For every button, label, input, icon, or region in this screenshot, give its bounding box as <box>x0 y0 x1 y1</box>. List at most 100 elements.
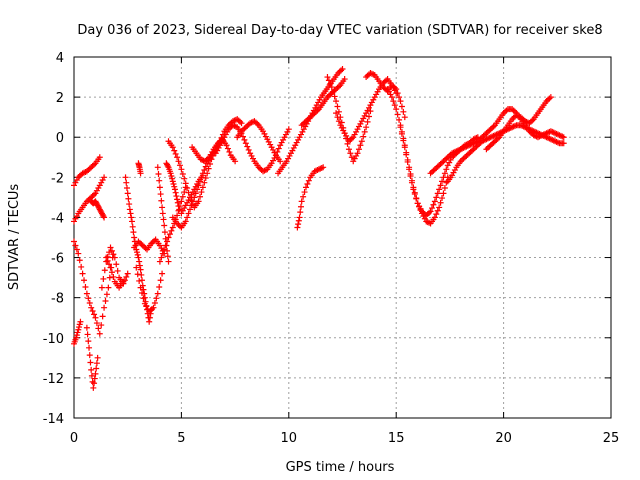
data-point <box>73 332 80 339</box>
series-track-8 <box>103 254 127 291</box>
data-point <box>407 172 414 179</box>
data-point <box>110 273 117 280</box>
data-point <box>294 224 301 231</box>
data-point <box>361 128 368 135</box>
data-point <box>159 270 166 277</box>
data-point <box>403 151 410 158</box>
data-point <box>188 202 195 209</box>
data-point <box>106 249 113 256</box>
data-point <box>88 366 95 373</box>
data-point <box>327 80 334 87</box>
data-point <box>201 166 208 173</box>
data-point <box>397 98 404 105</box>
data-point <box>178 198 185 205</box>
data-point <box>300 193 307 200</box>
data-point <box>106 261 113 268</box>
data-point <box>390 98 397 105</box>
data-point <box>334 114 341 121</box>
data-point <box>81 277 88 284</box>
series-track-25 <box>324 74 374 165</box>
series-track-21 <box>234 118 284 165</box>
data-point <box>76 324 83 331</box>
data-point <box>162 242 169 249</box>
data-point <box>125 195 132 202</box>
data-point <box>164 247 171 254</box>
data-point <box>165 234 172 241</box>
data-point <box>120 278 127 285</box>
data-point <box>393 106 400 113</box>
data-point <box>175 158 182 165</box>
data-point <box>437 199 444 206</box>
data-point <box>182 180 189 187</box>
data-point <box>358 138 365 145</box>
data-point <box>202 175 209 182</box>
data-point <box>104 257 111 264</box>
data-point <box>114 267 121 274</box>
data-point <box>224 145 231 152</box>
data-point <box>95 325 102 332</box>
data-point <box>101 267 108 274</box>
data-point <box>398 130 405 137</box>
data-point <box>155 170 162 177</box>
data-point <box>83 324 90 331</box>
x-tick-label: 20 <box>495 431 512 446</box>
data-point <box>173 193 180 200</box>
data-point <box>168 227 175 234</box>
data-point <box>106 274 113 281</box>
data-point <box>156 258 163 265</box>
data-point <box>159 250 166 257</box>
series-track-9 <box>122 174 155 325</box>
data-point <box>93 320 100 327</box>
data-point <box>401 114 408 121</box>
data-point <box>124 190 131 197</box>
data-point <box>76 321 83 328</box>
data-point <box>172 189 179 196</box>
data-point <box>160 216 167 223</box>
data-point <box>103 291 110 298</box>
data-point <box>347 150 354 157</box>
data-point <box>174 196 181 203</box>
data-point <box>164 253 171 260</box>
y-tick-label: -14 <box>43 412 64 427</box>
y-tick-label: -10 <box>43 332 64 347</box>
data-point <box>320 164 327 171</box>
data-point <box>124 270 131 277</box>
y-tick-label: 2 <box>56 91 64 106</box>
data-point <box>274 148 281 155</box>
data-point <box>75 326 82 333</box>
data-point <box>123 273 130 280</box>
data-point <box>167 170 174 177</box>
x-tick-label: 10 <box>281 431 298 446</box>
data-point <box>127 210 134 217</box>
grid <box>74 57 611 418</box>
data-point <box>439 178 446 185</box>
data-point <box>101 174 108 181</box>
data-point <box>128 218 135 225</box>
data-point <box>202 163 209 170</box>
data-point <box>108 269 115 276</box>
data-point <box>91 311 98 318</box>
data-point <box>413 195 420 202</box>
data-point <box>331 93 338 100</box>
data-point <box>150 304 157 311</box>
data-point <box>88 304 95 311</box>
series-track-10 <box>131 236 168 257</box>
data-point <box>295 221 302 228</box>
data-point <box>86 352 93 359</box>
data-point <box>436 186 443 193</box>
data-point <box>98 322 105 329</box>
data-point <box>100 275 107 282</box>
data-point <box>285 126 292 133</box>
data-point <box>238 120 245 127</box>
data-point <box>170 181 177 188</box>
data-point <box>398 103 405 110</box>
data-point <box>72 242 79 249</box>
data-point <box>92 370 99 377</box>
data-point <box>400 108 407 115</box>
data-point <box>169 224 176 231</box>
data-point <box>157 191 164 198</box>
data-point <box>174 154 181 161</box>
y-tick-label: 4 <box>56 51 64 66</box>
data-point <box>153 295 160 302</box>
data-point <box>324 74 331 81</box>
